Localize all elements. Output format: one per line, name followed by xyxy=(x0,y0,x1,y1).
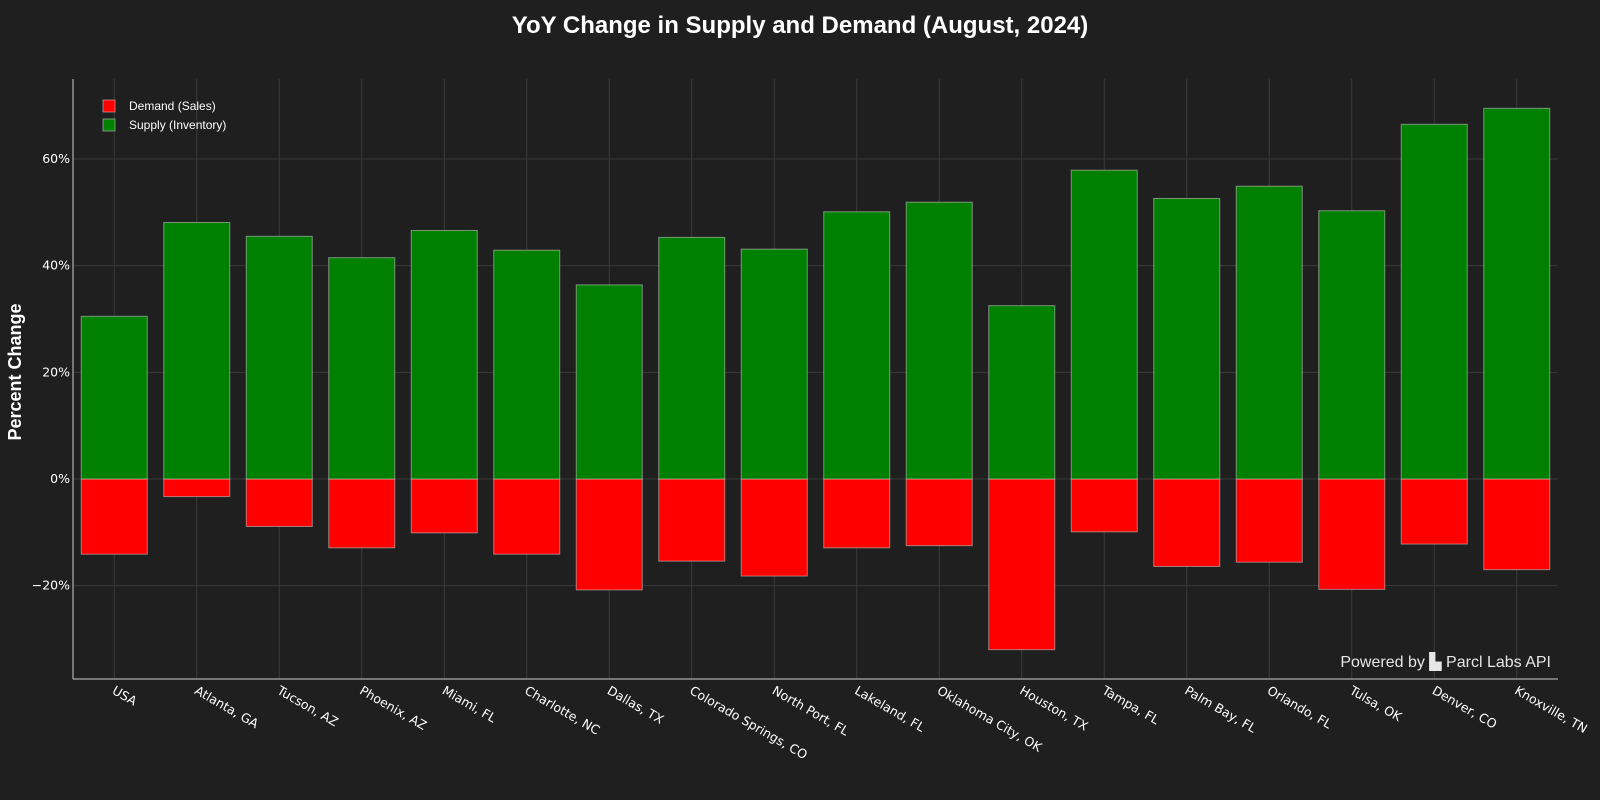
bar-demand xyxy=(245,478,313,527)
x-tick-label: Dallas, TX xyxy=(605,683,667,727)
bar-demand xyxy=(740,478,808,577)
x-tick-label: Knoxville, TN xyxy=(1512,683,1590,737)
bar-demand xyxy=(493,478,561,555)
x-tick-label: Palm Bay, FL xyxy=(1182,683,1259,736)
bar-supply xyxy=(493,249,561,480)
bar-supply xyxy=(988,305,1056,480)
x-tick-label: Atlanta, GA xyxy=(192,683,261,732)
credit-text: Powered by ▙ Parcl Labs API xyxy=(1340,652,1551,671)
bar-demand xyxy=(1070,478,1138,533)
bar-demand xyxy=(1483,478,1551,571)
y-tick-label: −20% xyxy=(32,578,70,593)
x-tick-label: Denver, CO xyxy=(1430,683,1500,732)
x-tick-label: Tulsa, OK xyxy=(1346,682,1405,725)
bar-supply xyxy=(245,235,313,480)
bar-demand xyxy=(823,478,891,549)
bar-supply xyxy=(658,236,726,480)
bar-supply xyxy=(1153,197,1221,480)
bar-supply xyxy=(1235,185,1303,480)
legend: Demand (Sales) Supply (Inventory) xyxy=(102,99,226,132)
bar-demand xyxy=(1400,478,1468,545)
y-tick-label: 60% xyxy=(42,151,70,166)
bar-supply xyxy=(163,221,231,480)
bar-supply xyxy=(575,284,643,480)
x-tick-label: Orlando, FL xyxy=(1265,683,1335,732)
x-tick-label: Charlotte, NC xyxy=(522,683,603,738)
y-axis-label: Percent Change xyxy=(5,303,25,440)
legend-swatch xyxy=(102,118,116,132)
y-tick-label: 40% xyxy=(42,258,70,273)
bar-supply xyxy=(1318,210,1386,480)
bar-supply xyxy=(1400,123,1468,480)
x-tick-label: Tucson, AZ xyxy=(274,682,341,729)
x-tick-label: Miami, FL xyxy=(440,683,499,726)
bar-demand xyxy=(905,478,973,547)
bar-demand xyxy=(1153,478,1221,567)
bar-demand xyxy=(163,478,231,498)
bar-demand xyxy=(1318,478,1386,590)
legend-swatch xyxy=(102,99,116,113)
x-tick-label: Tampa, FL xyxy=(1099,682,1162,727)
legend-label: Supply (Inventory) xyxy=(129,118,226,132)
y-tick-label: 0% xyxy=(50,471,70,486)
bar-demand xyxy=(410,478,478,534)
bars-layer xyxy=(80,107,1551,651)
bar-supply xyxy=(328,257,396,480)
x-tick-label: USA xyxy=(110,683,140,709)
bar-demand xyxy=(328,478,396,549)
bar-supply xyxy=(410,229,478,480)
bar-supply xyxy=(823,211,891,480)
bar-supply xyxy=(905,201,973,480)
x-tick-label: Lakeland, FL xyxy=(852,683,927,735)
bar-demand xyxy=(80,478,148,555)
bar-supply xyxy=(1070,169,1138,480)
bar-demand xyxy=(575,478,643,591)
legend-label: Demand (Sales) xyxy=(129,99,216,113)
bar-demand xyxy=(658,478,726,562)
x-tick-label: North Port, FL xyxy=(770,683,852,739)
x-tick-label: Houston, TX xyxy=(1017,683,1091,734)
y-tick-label: 20% xyxy=(42,364,70,379)
bar-supply xyxy=(1483,107,1551,480)
bar-supply xyxy=(740,248,808,480)
bar-demand xyxy=(1235,478,1303,563)
chart-title: YoY Change in Supply and Demand (August,… xyxy=(512,12,1089,39)
bar-demand xyxy=(988,478,1056,651)
bar-supply xyxy=(80,315,148,480)
x-tick-label: Phoenix, AZ xyxy=(357,683,429,733)
